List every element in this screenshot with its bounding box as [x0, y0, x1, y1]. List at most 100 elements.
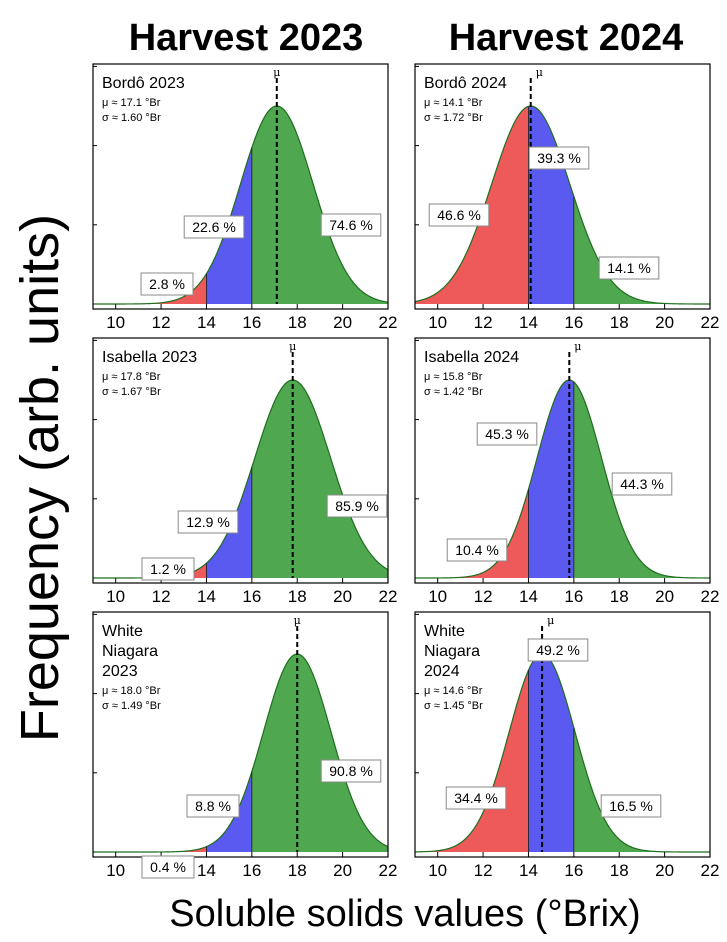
percentage-box — [177, 510, 239, 534]
percentage-box — [598, 256, 660, 280]
region-above-16 — [573, 381, 710, 578]
percentage-box — [140, 272, 194, 296]
panel-title: Niagara — [102, 643, 158, 660]
percentage-label: 45.3 % — [485, 426, 529, 442]
sigma-text: σ ≈ 1.67 °Br — [102, 386, 161, 398]
x-tick-label: 14 — [519, 587, 538, 606]
x-tick-label: 14 — [519, 861, 538, 880]
region-below-14 — [93, 846, 207, 852]
region-14-to-16 — [206, 771, 252, 852]
x-tick-label: 22 — [701, 861, 720, 880]
percentage-box — [476, 422, 538, 446]
x-tick-label: 14 — [519, 313, 538, 332]
mean-marker: μ — [574, 340, 581, 353]
percentage-label: 49.2 % — [536, 642, 580, 658]
region-below-14 — [415, 670, 529, 852]
mean-text: μ ≈ 15.8 °Br — [424, 371, 483, 383]
percentage-box — [141, 557, 195, 581]
panels: μ 10 12 14 16 18 20 22 Bordô 2023 μ ≈ 17.1 °Br σ ≈… — [92, 63, 720, 880]
x-tick-label: 14 — [197, 313, 216, 332]
x-tick-label: 22 — [379, 313, 398, 332]
curve-outline — [415, 379, 711, 579]
plot-frame — [92, 611, 389, 858]
region-below-14 — [415, 106, 529, 304]
region-above-16 — [251, 380, 388, 578]
x-tick-label: 22 — [701, 313, 720, 332]
percentage-label: 16.5 % — [609, 798, 653, 814]
percentage-box — [320, 213, 382, 237]
percentage-box — [528, 146, 590, 170]
x-tick-label: 12 — [152, 587, 171, 606]
x-tick-label: 10 — [428, 861, 447, 880]
percentage-box — [141, 855, 195, 879]
x-axis-label: Soluble solids values (°Brix) — [169, 893, 640, 935]
x-tick-label: 20 — [655, 587, 674, 606]
plot-frame — [414, 63, 711, 310]
panel-title: 2023 — [102, 663, 138, 680]
panel-title: Niagara — [424, 643, 480, 660]
column-title-2023: Harvest 2023 — [129, 17, 364, 59]
percentage-label: 39.3 % — [537, 150, 581, 166]
percentage-box — [320, 759, 382, 783]
x-tick-label: 10 — [106, 587, 125, 606]
percentage-box — [600, 794, 662, 818]
column-title-2024: Harvest 2024 — [449, 17, 684, 59]
x-tick-label: 18 — [288, 861, 307, 880]
panel-4: μ 10 12 14 16 18 20 22 Isabella 2024 μ ≈ 15.8 °Br… — [414, 337, 720, 606]
plot-frame — [414, 337, 711, 584]
region-14-to-16 — [528, 654, 574, 852]
x-tick-label: 10 — [428, 313, 447, 332]
x-tick-label: 10 — [428, 587, 447, 606]
x-tick-label: 12 — [152, 313, 171, 332]
sigma-text: σ ≈ 1.42 °Br — [424, 386, 483, 398]
curve-outline — [414, 653, 710, 853]
mean-marker: μ — [289, 340, 296, 353]
mean-text: μ ≈ 14.6 °Br — [424, 685, 483, 697]
x-tick-label: 20 — [333, 861, 352, 880]
panel-title: White — [102, 623, 143, 640]
mean-text: μ ≈ 18.0 °Br — [102, 685, 161, 697]
x-tick-label: 18 — [610, 861, 629, 880]
region-above-16 — [573, 727, 710, 852]
panel-title: Isabella 2024 — [424, 349, 519, 366]
percentage-label: 0.4 % — [150, 859, 186, 875]
x-tick-label: 10 — [106, 861, 125, 880]
panel-5: μ10121416182022WhiteNiagara2023μ ≈ 18.0 … — [92, 611, 397, 880]
percentage-label: 46.6 % — [437, 207, 481, 223]
region-14-to-16 — [528, 380, 574, 578]
x-tick-label: 14 — [197, 861, 216, 880]
percentage-label: 74.6 % — [329, 217, 373, 233]
region-below-14 — [93, 273, 207, 304]
mean-text: μ ≈ 17.8 °Br — [102, 371, 161, 383]
percentage-box — [326, 494, 388, 518]
x-tick-label: 18 — [288, 313, 307, 332]
panel-3: μ 10 12 14 16 18 20 22 Isabella 2023 μ ≈ 17.8 °Br… — [92, 337, 397, 606]
percentage-label: 14.1 % — [607, 260, 651, 276]
sigma-text: σ ≈ 1.45 °Br — [424, 700, 483, 712]
region-below-14 — [93, 563, 207, 578]
region-14-to-16 — [528, 106, 574, 304]
sigma-text: σ ≈ 1.60 °Br — [102, 112, 161, 124]
x-tick-label: 18 — [610, 587, 629, 606]
percentage-label: 85.9 % — [335, 498, 379, 514]
x-tick-label: 16 — [564, 861, 583, 880]
percentage-label: 1.2 % — [150, 561, 186, 577]
region-above-16 — [251, 654, 388, 852]
curve-outline — [93, 105, 389, 305]
curve-outline — [93, 653, 389, 853]
percentage-box — [445, 786, 507, 810]
percentage-label: 90.8 % — [329, 763, 373, 779]
panel-2: μ 10 12 14 16 18 20 22 Bordô 2024 μ ≈ 14.1 °Br σ ≈… — [414, 63, 720, 332]
mean-marker: μ — [547, 614, 554, 627]
x-tick-label: 12 — [474, 313, 493, 332]
x-tick-label: 16 — [242, 861, 261, 880]
x-tick-label: 10 — [106, 313, 125, 332]
sigma-text: σ ≈ 1.49 °Br — [102, 700, 161, 712]
percentage-box — [527, 638, 589, 662]
panel-6: μ 10 12 14 16 18 20 22 White Niagara 2024 μ ≈ 14.6 … — [414, 611, 720, 880]
x-tick-label: 22 — [701, 587, 720, 606]
x-tick-label: 18 — [610, 313, 629, 332]
mean-marker: μ — [536, 66, 543, 79]
percentage-label: 12.9 % — [186, 514, 230, 530]
region-below-14 — [415, 489, 529, 578]
